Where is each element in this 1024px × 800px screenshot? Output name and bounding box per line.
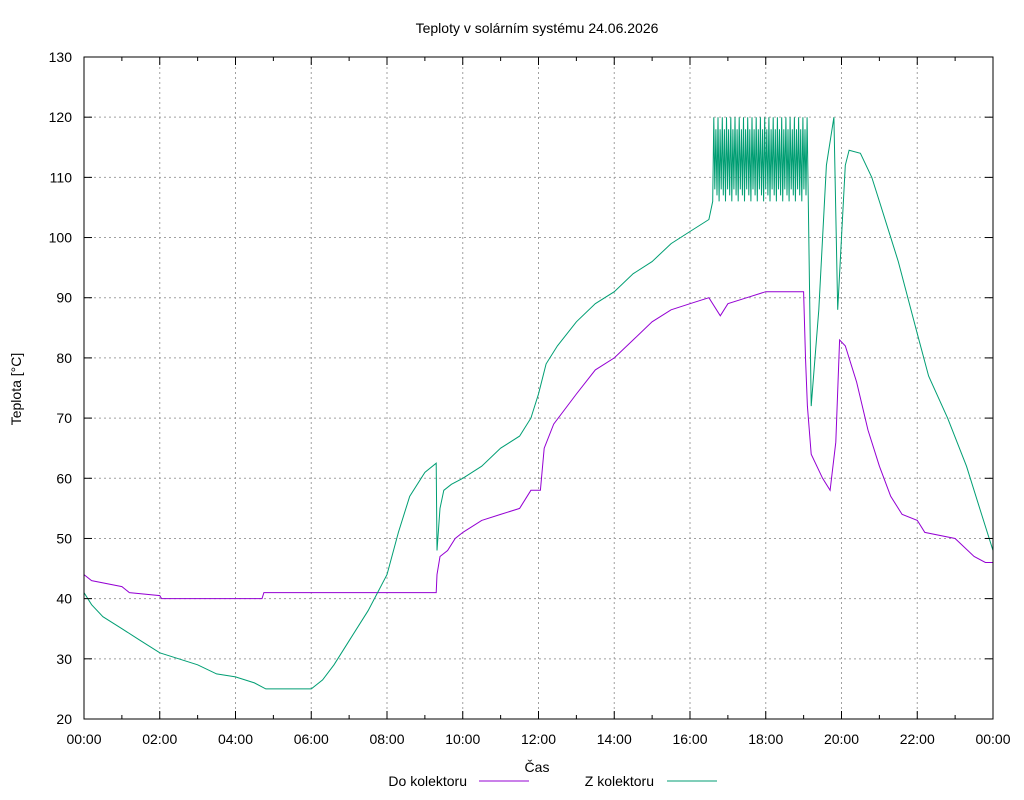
x-axis-label: Čas xyxy=(525,759,550,775)
x-tick-label: 22:00 xyxy=(900,731,935,747)
y-tick-label: 70 xyxy=(56,410,72,426)
y-tick-label: 110 xyxy=(50,169,73,185)
x-tick-label: 16:00 xyxy=(672,731,707,747)
series-line-z-kolektoru xyxy=(83,117,994,690)
y-tick-label: 40 xyxy=(56,591,72,607)
x-tick-label: 14:00 xyxy=(597,731,632,747)
x-tick-label: 02:00 xyxy=(142,731,177,747)
series-layer xyxy=(83,117,994,690)
y-tick-label: 30 xyxy=(56,651,72,667)
x-tick-label: 12:00 xyxy=(521,731,556,747)
y-tick-label: 100 xyxy=(49,230,73,246)
x-tick-label: 20:00 xyxy=(824,731,859,747)
legend: Do kolektoru Z kolektoru xyxy=(388,773,717,789)
x-tick-label: 10:00 xyxy=(445,731,480,747)
y-tick-label: 130 xyxy=(49,49,73,65)
chart-title: Teploty v solárním systému 24.06.2026 xyxy=(416,20,659,36)
legend-label: Z kolektoru xyxy=(585,773,654,789)
y-tick-label: 120 xyxy=(49,109,73,125)
y-tick-label: 80 xyxy=(56,350,72,366)
x-tick-label: 00:00 xyxy=(975,731,1010,747)
y-tick-label: 20 xyxy=(56,711,72,727)
grid xyxy=(84,57,993,719)
y-axis-label: Teplota [°C] xyxy=(8,353,24,426)
y-tick-label: 60 xyxy=(56,470,72,486)
ticks: 20 30 40 50 60 70 80 90 100 110 120 130 00:00 02:00 04… xyxy=(49,49,1011,747)
x-tick-label: 06:00 xyxy=(294,731,329,747)
x-tick-label: 08:00 xyxy=(369,731,404,747)
x-tick-label: 04:00 xyxy=(218,731,253,747)
x-tick-label: 00:00 xyxy=(66,731,101,747)
legend-label: Do kolektoru xyxy=(388,773,467,789)
y-tick-label: 90 xyxy=(56,290,72,306)
y-tick-label: 50 xyxy=(56,530,72,546)
series-line-do-kolektoru xyxy=(83,291,993,600)
x-tick-label: 18:00 xyxy=(748,731,783,747)
